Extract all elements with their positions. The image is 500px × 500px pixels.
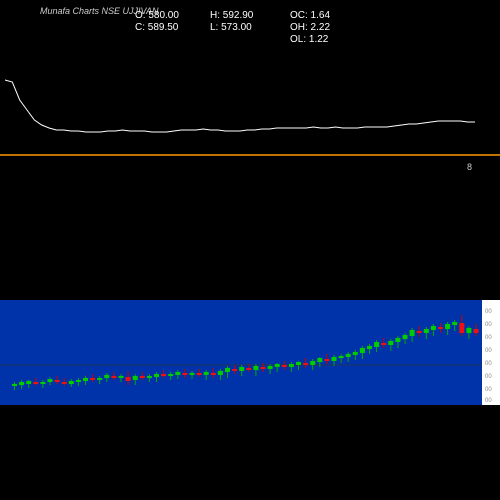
axis-tick-label: 00	[485, 309, 492, 315]
candle-body	[246, 368, 251, 370]
candle-body	[55, 380, 60, 382]
candle-body	[40, 382, 45, 384]
axis-tick-label: 00	[485, 387, 492, 393]
candle-body	[48, 379, 53, 382]
chart-canvas: Munafa Charts NSE UJJIVANO: 580.00H: 592…	[0, 0, 500, 500]
candle-body	[126, 377, 131, 381]
candle-body	[261, 367, 266, 369]
candle-body	[367, 346, 372, 349]
candle-body	[466, 328, 471, 333]
chart-root: Munafa Charts NSE UJJIVANO: 580.00H: 592…	[0, 0, 500, 500]
axis-tick-label: 00	[485, 322, 492, 328]
indicator-marker: 8	[467, 162, 472, 172]
candle-body	[445, 324, 450, 329]
candle-body	[374, 342, 379, 347]
candle-body	[268, 366, 273, 369]
chart-background	[0, 0, 500, 500]
candle-body	[133, 376, 138, 380]
candle-body	[332, 357, 337, 361]
candle-body	[140, 376, 145, 378]
ohlc-value: OH: 2.22	[290, 22, 330, 33]
candle-body	[69, 381, 74, 384]
candle-body	[19, 382, 24, 385]
candle-body	[232, 369, 237, 371]
axis-tick-label: 00	[485, 374, 492, 380]
candle-body	[97, 378, 102, 380]
candle-body	[459, 323, 464, 333]
candle-body	[424, 329, 429, 333]
candle-body	[289, 364, 294, 367]
candle-body	[431, 326, 436, 330]
candle-body	[12, 384, 17, 386]
candle-body	[154, 374, 159, 377]
candle-body	[395, 338, 400, 342]
ohlc-value: L: 573.00	[210, 22, 252, 33]
candle-body	[403, 335, 408, 339]
candle-body	[303, 363, 308, 365]
lower-panel-bg	[0, 300, 482, 405]
candle-body	[197, 373, 202, 375]
candle-body	[147, 376, 152, 378]
candle-body	[296, 362, 301, 365]
candle-body	[360, 348, 365, 353]
axis-tick-label: 00	[485, 398, 492, 404]
candle-body	[324, 359, 329, 361]
candle-body	[83, 378, 88, 381]
candle-body	[190, 373, 195, 375]
candle-body	[104, 375, 109, 378]
candle-body	[310, 361, 315, 365]
candle-body	[381, 343, 386, 345]
candle-body	[218, 371, 223, 375]
candle-body	[90, 378, 95, 380]
candle-body	[317, 358, 322, 362]
candle-body	[339, 356, 344, 358]
candle-body	[282, 365, 287, 367]
candle-body	[346, 354, 351, 357]
candle-body	[62, 382, 67, 384]
ohlc-value: C: 589.50	[135, 22, 179, 33]
candle-body	[452, 322, 457, 325]
candle-body	[253, 366, 258, 370]
candle-body	[175, 372, 180, 375]
candle-body	[168, 374, 173, 376]
candle-body	[275, 364, 280, 367]
axis-tick-label: 00	[485, 361, 492, 367]
candle-body	[119, 376, 124, 378]
candle-body	[182, 373, 187, 375]
ohlc-value: H: 592.90	[210, 10, 254, 21]
candle-body	[353, 352, 358, 355]
candle-body	[111, 376, 116, 378]
candle-body	[410, 330, 415, 336]
candle-body	[33, 382, 38, 384]
candle-body	[239, 367, 244, 371]
candle-body	[211, 373, 216, 375]
ohlc-value: OC: 1.64	[290, 10, 330, 21]
ohlc-value: OL: 1.22	[290, 34, 329, 45]
candle-body	[161, 374, 166, 376]
ohlc-value: O: 580.00	[135, 10, 179, 21]
candle-body	[438, 327, 443, 329]
candle-body	[388, 341, 393, 345]
candle-body	[204, 372, 209, 375]
candle-body	[474, 329, 479, 333]
candle-body	[76, 380, 81, 382]
candle-body	[417, 331, 422, 333]
candle-body	[225, 368, 230, 372]
axis-tick-label: 00	[485, 335, 492, 341]
candle-body	[26, 381, 31, 384]
axis-tick-label: 00	[485, 348, 492, 354]
